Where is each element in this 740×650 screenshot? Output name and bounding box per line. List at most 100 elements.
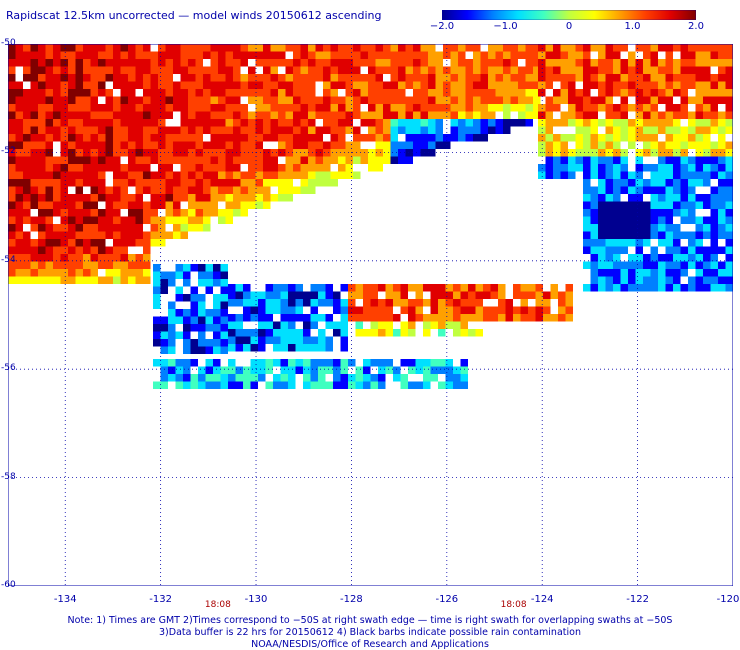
wind-difference-cell <box>525 89 533 97</box>
wind-difference-cell <box>545 59 553 67</box>
wind-difference-cell <box>338 134 346 142</box>
wind-difference-cell <box>60 269 68 277</box>
wind-difference-cell <box>445 359 453 367</box>
wind-difference-cell <box>213 366 221 374</box>
wind-difference-cell <box>375 81 383 89</box>
wind-difference-cell <box>120 269 128 277</box>
wind-difference-cell <box>180 179 188 187</box>
wind-difference-cell <box>60 224 68 232</box>
wind-difference-cell <box>263 51 271 59</box>
wind-difference-cell <box>428 119 436 127</box>
wind-difference-cell <box>295 284 303 292</box>
wind-difference-cell <box>83 74 91 82</box>
wind-difference-cell <box>120 111 128 119</box>
wind-difference-cell <box>338 119 346 127</box>
wind-difference-cell <box>250 366 258 374</box>
wind-difference-cell <box>30 44 38 52</box>
wind-difference-cell <box>605 44 613 52</box>
wind-difference-cell <box>605 224 613 232</box>
wind-difference-cell <box>428 126 436 134</box>
wind-difference-cell <box>495 44 503 52</box>
wind-difference-cell <box>428 104 436 112</box>
wind-difference-cell <box>345 89 353 97</box>
wind-difference-cell <box>360 44 368 52</box>
wind-difference-cell <box>198 271 206 279</box>
wind-difference-cell <box>545 126 553 134</box>
wind-difference-cell <box>423 381 431 389</box>
wind-difference-cell <box>195 74 203 82</box>
wind-difference-cell <box>83 59 91 67</box>
wind-difference-cell <box>293 111 301 119</box>
wind-difference-cell <box>68 134 76 142</box>
wind-difference-cell <box>428 44 436 52</box>
wind-difference-cell <box>465 81 473 89</box>
wind-difference-cell <box>135 74 143 82</box>
wind-difference-cell <box>90 201 98 209</box>
wind-difference-cell <box>15 119 23 127</box>
wind-difference-cell <box>113 134 121 142</box>
wind-difference-cell <box>628 126 636 134</box>
wind-difference-cell <box>378 381 386 389</box>
wind-difference-cell <box>323 59 331 67</box>
wind-difference-cell <box>75 111 83 119</box>
wind-difference-cell <box>158 216 166 224</box>
wind-difference-cell <box>263 134 271 142</box>
latitude-label: -56 <box>1 363 16 374</box>
wind-difference-cell <box>53 126 61 134</box>
wind-difference-cell <box>620 156 628 164</box>
wind-difference-cell <box>385 321 393 329</box>
wind-difference-cell <box>333 321 341 329</box>
wind-difference-cell <box>68 179 76 187</box>
wind-difference-cell <box>293 164 301 172</box>
wind-difference-cell <box>458 89 466 97</box>
wind-difference-cell <box>458 66 466 74</box>
wind-difference-cell <box>158 81 166 89</box>
wind-difference-cell <box>323 74 331 82</box>
wind-difference-cell <box>613 51 621 59</box>
wind-difference-cell <box>308 96 316 104</box>
wind-difference-cell <box>605 261 613 269</box>
wind-difference-cell <box>323 111 331 119</box>
wind-difference-cell <box>435 74 443 82</box>
wind-difference-cell <box>533 96 541 104</box>
wind-difference-cell <box>213 331 221 339</box>
wind-difference-cell <box>23 261 31 269</box>
wind-difference-cell <box>265 306 273 314</box>
wind-difference-cell <box>75 254 83 262</box>
wind-difference-cell <box>688 164 696 172</box>
wind-difference-cell <box>105 111 113 119</box>
wind-difference-cell <box>303 321 311 329</box>
wind-difference-cell <box>420 134 428 142</box>
wind-difference-cell <box>665 201 673 209</box>
wind-difference-cell <box>378 329 386 337</box>
colorbar-tick-label: −2.0 <box>429 21 455 32</box>
wind-difference-cell <box>360 89 368 97</box>
wind-difference-cell <box>665 119 673 127</box>
wind-difference-cell <box>210 119 218 127</box>
wind-difference-cell <box>15 111 23 119</box>
wind-difference-cell <box>725 104 733 112</box>
wind-difference-cell <box>90 96 98 104</box>
wind-difference-cell <box>568 149 576 157</box>
wind-difference-cell <box>45 216 53 224</box>
wind-difference-cell <box>665 111 673 119</box>
wind-difference-cell <box>628 104 636 112</box>
wind-difference-cell <box>105 164 113 172</box>
wind-difference-cell <box>225 201 233 209</box>
wind-difference-cell <box>195 126 203 134</box>
wind-difference-cell <box>195 51 203 59</box>
wind-difference-cell <box>45 239 53 247</box>
wind-difference-cell <box>725 209 733 217</box>
wind-difference-cell <box>565 306 573 314</box>
wind-difference-cell <box>30 216 38 224</box>
wind-difference-cell <box>158 51 166 59</box>
wind-difference-cell <box>45 66 53 74</box>
wind-difference-cell <box>650 96 658 104</box>
wind-difference-cell <box>203 44 211 52</box>
wind-difference-cell <box>8 81 16 89</box>
wind-difference-cell <box>665 141 673 149</box>
wind-difference-cell <box>338 141 346 149</box>
wind-difference-cell <box>23 149 31 157</box>
wind-difference-cell <box>330 51 338 59</box>
wind-difference-cell <box>135 261 143 269</box>
